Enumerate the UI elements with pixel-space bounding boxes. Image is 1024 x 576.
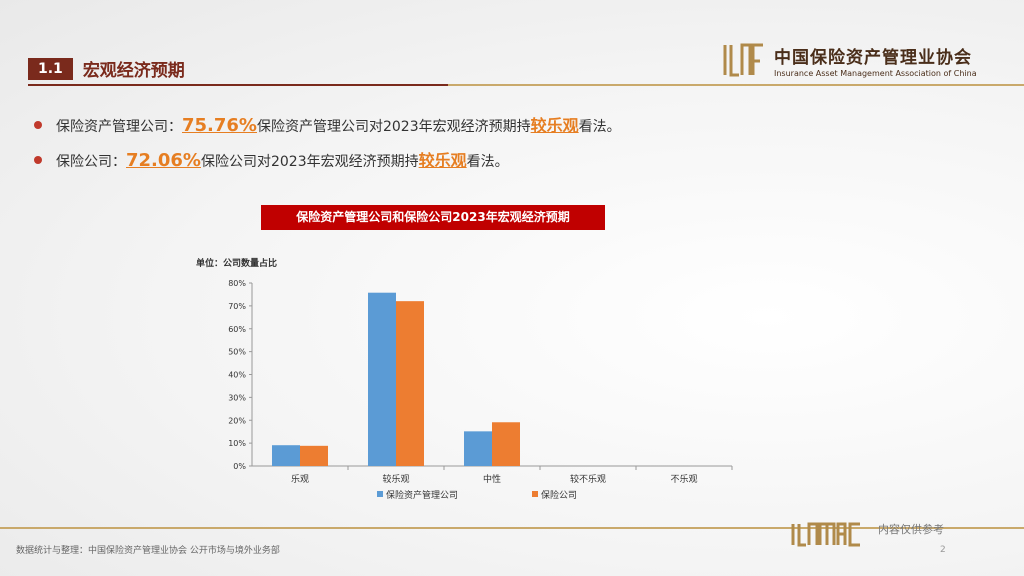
logo-english-name: Insurance Asset Management Association o… — [774, 68, 977, 78]
bullet-suffix: 看法。 — [466, 154, 509, 170]
footer-rule — [0, 527, 1024, 529]
logo-chinese-name: 中国保险资产管理业协会 — [774, 47, 972, 68]
iamac-footer-logo-icon — [791, 522, 860, 547]
bullet-prefix: 保险资产管理公司： — [56, 119, 182, 135]
x-tick-label: 较乐观 — [382, 473, 409, 485]
legend-swatch — [377, 491, 383, 497]
y-tick-label: 70% — [228, 302, 246, 311]
x-tick-label: 不乐观 — [670, 473, 697, 485]
section-number: 1.1 — [28, 57, 73, 80]
x-tick-label: 乐观 — [291, 473, 309, 485]
bar-chart: 0% 10% 20% 30% 40% 50% 60% 70% 80% 乐观 较乐观 中性 较不乐观 不乐观… — [228, 279, 733, 501]
section-tag: 1.1 宏观经济预期 — [28, 56, 185, 81]
header-rule — [28, 84, 448, 86]
section-title: 宏观经济预期 — [82, 61, 185, 81]
bullet-asset-managers: 保险资产管理公司： 75.76% 保险资产管理公司对2023年宏观经济预期持 较… — [34, 112, 621, 136]
x-tick-label: 中性 — [483, 473, 501, 485]
bar-asset-manager — [368, 292, 396, 466]
x-tick-label: 较不乐观 — [570, 473, 606, 485]
bar-asset-manager — [464, 431, 492, 466]
bullet-percentage: 75.76% — [182, 115, 257, 136]
iamac-logo-icon — [723, 43, 763, 77]
association-logo: 中国保险资产管理业协会 Insurance Asset Management A… — [722, 41, 977, 79]
footer-source: 数据统计与整理：中国保险资产管理业协会 公开市场与境外业务部 — [16, 546, 280, 556]
bullet-insurers: 保险公司： 72.06% 保险公司对2023年宏观经济预期持 较乐观 看法。 — [34, 147, 509, 171]
legend-label: 保险公司 — [541, 489, 577, 501]
bullet-suffix: 看法。 — [578, 119, 621, 135]
bullet-percentage: 72.06% — [126, 150, 201, 171]
bullet-dot-icon — [34, 121, 42, 129]
y-tick-label: 10% — [228, 439, 246, 448]
chart-title: 保险资产管理公司和保险公司2023年宏观经济预期 — [261, 205, 605, 230]
footer-note: 内容仅供参考 — [878, 523, 944, 536]
bar-insurer — [300, 445, 328, 466]
bullet-highlight: 较乐观 — [530, 116, 579, 135]
bar-insurer — [492, 422, 520, 466]
chart-unit-label: 单位：公司数量占比 — [196, 259, 278, 269]
bullet-dot-icon — [34, 156, 42, 164]
bullet-highlight: 较乐观 — [418, 151, 467, 170]
bar-asset-manager — [272, 445, 300, 466]
y-tick-label: 50% — [228, 348, 246, 357]
y-tick-label: 0% — [233, 462, 246, 471]
y-tick-label: 40% — [228, 371, 246, 380]
page-number: 2 — [940, 545, 946, 555]
header-rule-gold — [448, 84, 1024, 86]
legend-swatch — [532, 491, 538, 497]
y-tick-label: 80% — [228, 279, 246, 288]
y-tick-label: 60% — [228, 325, 246, 334]
y-tick-label: 30% — [228, 393, 246, 402]
bullet-text: 保险资产管理公司对2023年宏观经济预期持 — [256, 119, 531, 135]
bar-insurer — [396, 301, 424, 466]
y-tick-label: 20% — [228, 416, 246, 425]
bullet-text: 保险公司对2023年宏观经济预期持 — [200, 154, 419, 170]
bullet-prefix: 保险公司： — [56, 154, 126, 170]
legend-label: 保险资产管理公司 — [386, 489, 458, 501]
